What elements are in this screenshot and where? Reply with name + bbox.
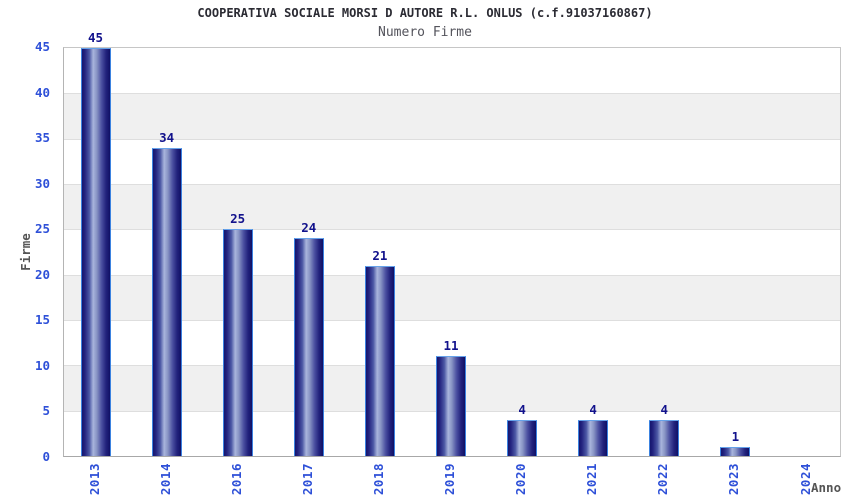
- bar-2017: [293, 238, 324, 456]
- plot-band: [64, 93, 840, 139]
- x-tick-label: 2018: [370, 463, 386, 496]
- bar-value-label: 4: [589, 401, 597, 417]
- y-tick-label: 40: [34, 84, 50, 100]
- y-tick-label: 25: [34, 221, 50, 237]
- bar-2016: [222, 229, 253, 456]
- bar-value-label: 25: [230, 211, 246, 227]
- bar-2022: [649, 419, 680, 456]
- bar-2018: [364, 265, 395, 456]
- bar-value-label: 21: [372, 247, 388, 263]
- y-tick-label: 0: [42, 449, 50, 464]
- bar-value-label: 45: [87, 30, 104, 45]
- bar-2019: [436, 356, 466, 456]
- chart-subtitle: Numero Firme: [378, 25, 472, 40]
- x-tick-label: 2019: [442, 463, 457, 496]
- bar-value-label: 4: [518, 401, 526, 417]
- bar-2021: [578, 419, 609, 456]
- bar-value-label: 4: [660, 401, 669, 417]
- bar-2014: [151, 147, 182, 456]
- y-tick-label: 15: [34, 312, 50, 328]
- bar-2023: [720, 446, 751, 456]
- bar-value-label: 11: [443, 338, 459, 354]
- x-tick-label: 2020: [513, 463, 529, 496]
- chart-title: COOPERATIVA SOCIALE MORSI D AUTORE R.L. …: [197, 6, 653, 20]
- x-axis-title: Anno: [811, 480, 842, 495]
- x-tick-label: 2014: [157, 463, 173, 496]
- x-tick-label: 2023: [726, 463, 742, 496]
- plot-band: [64, 274, 840, 320]
- plot-band: [64, 48, 840, 94]
- plot-band: [64, 138, 840, 184]
- gridline: [64, 320, 840, 321]
- x-tick-label: 2013: [86, 463, 102, 496]
- y-tick-label: 30: [34, 175, 50, 191]
- gridline: [64, 138, 840, 140]
- x-tick-label: 2022: [655, 463, 671, 496]
- bar-2013: [80, 48, 111, 456]
- y-tick-label: 20: [34, 266, 50, 282]
- bar-value-label: 24: [301, 220, 317, 236]
- x-tick-label: 2016: [228, 463, 244, 496]
- y-tick-label: 10: [34, 357, 50, 373]
- gridline: [64, 184, 840, 185]
- gridline: [64, 274, 840, 276]
- gridline: [64, 93, 840, 95]
- y-tick-label: 45: [34, 39, 50, 54]
- plot-band: [64, 184, 840, 230]
- x-tick-label: 2017: [299, 463, 315, 496]
- bar-value-label: 34: [159, 129, 175, 145]
- bar-value-label: 1: [731, 428, 740, 444]
- y-tick-label: 35: [34, 130, 50, 146]
- plot-band: [64, 229, 840, 275]
- y-tick-label: 5: [42, 403, 50, 419]
- plot-area: 45 34 25 24 21 11 4 4 4 1: [63, 31, 841, 457]
- x-tick-label: 2021: [584, 463, 600, 496]
- bar-2020: [507, 419, 538, 456]
- y-axis-title: Firme: [18, 233, 33, 271]
- gridline: [64, 229, 840, 231]
